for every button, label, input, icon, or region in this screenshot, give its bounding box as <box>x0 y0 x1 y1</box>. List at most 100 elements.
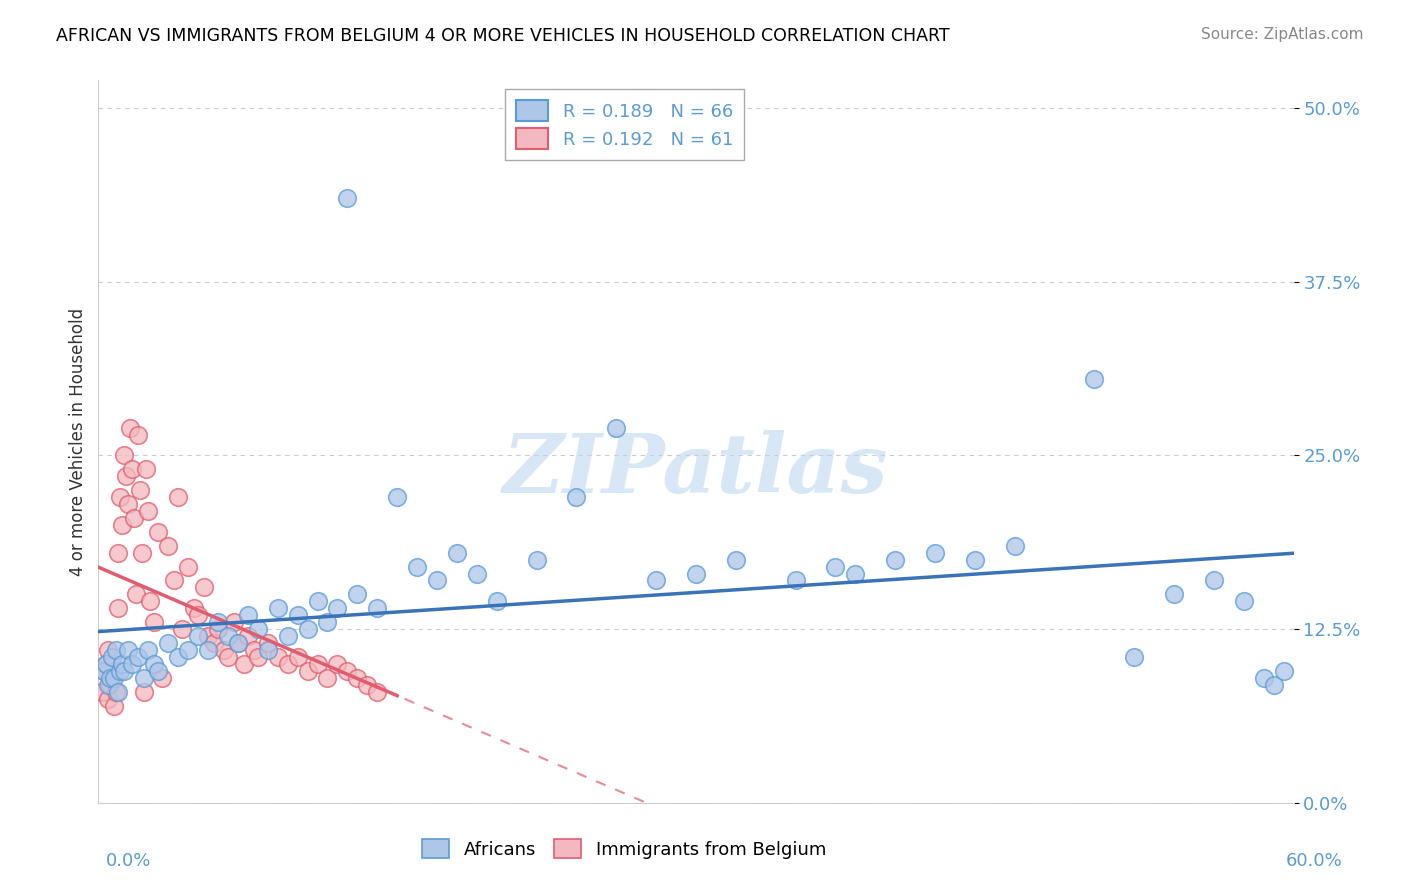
Point <box>366 684 388 698</box>
Point <box>1004 539 1026 553</box>
Point <box>177 643 200 657</box>
Point <box>356 678 378 692</box>
Point <box>129 483 152 498</box>
Point <box>277 629 299 643</box>
Point <box>316 615 339 630</box>
Point <box>107 684 129 698</box>
Point <box>316 671 339 685</box>
Point <box>267 601 290 615</box>
Point <box>98 678 122 692</box>
Point <box>134 684 156 698</box>
Point <box>307 657 329 671</box>
Point <box>105 684 128 698</box>
Point <box>336 191 359 205</box>
Text: AFRICAN VS IMMIGRANTS FROM BELGIUM 4 OR MORE VEHICLES IN HOUSEHOLD CORRELATION C: AFRICAN VS IMMIGRANTS FROM BELGIUM 4 OR … <box>56 27 950 45</box>
Point <box>565 490 588 504</box>
Point <box>103 698 125 713</box>
Point <box>605 420 627 434</box>
Point <box>197 643 219 657</box>
Point <box>243 643 266 657</box>
Point <box>297 622 319 636</box>
Point <box>645 574 668 588</box>
Point <box>111 657 134 671</box>
Point <box>193 581 215 595</box>
Point <box>1233 594 1256 608</box>
Point <box>107 601 129 615</box>
Point <box>385 490 409 504</box>
Point <box>157 636 180 650</box>
Point <box>287 608 309 623</box>
Point <box>685 566 707 581</box>
Point <box>526 552 548 566</box>
Point <box>924 546 946 560</box>
Point <box>724 552 747 566</box>
Point <box>172 622 194 636</box>
Point <box>1083 372 1105 386</box>
Point <box>121 462 143 476</box>
Point <box>226 636 249 650</box>
Point <box>101 671 124 685</box>
Point <box>98 671 122 685</box>
Point <box>93 664 115 678</box>
Point <box>134 671 156 685</box>
Point <box>187 608 209 623</box>
Point <box>97 691 120 706</box>
Point <box>207 615 229 630</box>
Point <box>256 636 278 650</box>
Point <box>307 594 329 608</box>
Text: 0.0%: 0.0% <box>105 852 150 870</box>
Point <box>1123 649 1146 664</box>
Point <box>212 643 235 657</box>
Point <box>1163 587 1185 601</box>
Point <box>326 601 349 615</box>
Point <box>143 657 166 671</box>
Point <box>183 601 205 615</box>
Point <box>217 649 239 664</box>
Point <box>406 559 429 574</box>
Point <box>110 490 132 504</box>
Point <box>125 587 148 601</box>
Point <box>256 643 278 657</box>
Point <box>110 664 132 678</box>
Point <box>785 574 807 588</box>
Point <box>187 629 209 643</box>
Point <box>217 629 239 643</box>
Point <box>167 649 190 664</box>
Point <box>287 649 309 664</box>
Point <box>1272 664 1295 678</box>
Point <box>246 649 269 664</box>
Point <box>222 615 245 630</box>
Point <box>112 664 135 678</box>
Point <box>150 671 173 685</box>
Text: ZIPatlas: ZIPatlas <box>503 431 889 510</box>
Text: Source: ZipAtlas.com: Source: ZipAtlas.com <box>1201 27 1364 42</box>
Point <box>267 649 290 664</box>
Point <box>120 420 142 434</box>
Point <box>148 524 170 539</box>
Point <box>97 678 120 692</box>
Point <box>136 643 159 657</box>
Point <box>143 615 166 630</box>
Point <box>346 587 368 601</box>
Point <box>1263 678 1285 692</box>
Point <box>236 608 259 623</box>
Y-axis label: 4 or more Vehicles in Household: 4 or more Vehicles in Household <box>69 308 87 575</box>
Point <box>177 559 200 574</box>
Point <box>426 574 449 588</box>
Point <box>824 559 846 574</box>
Point <box>127 649 149 664</box>
Point <box>103 671 125 685</box>
Point <box>366 601 388 615</box>
Point <box>157 539 180 553</box>
Point <box>446 546 468 560</box>
Point <box>232 657 254 671</box>
Point <box>963 552 986 566</box>
Point <box>127 427 149 442</box>
Point <box>117 643 139 657</box>
Point <box>111 517 134 532</box>
Point <box>236 629 259 643</box>
Point <box>884 552 907 566</box>
Point <box>246 622 269 636</box>
Point <box>167 490 190 504</box>
Point <box>346 671 368 685</box>
